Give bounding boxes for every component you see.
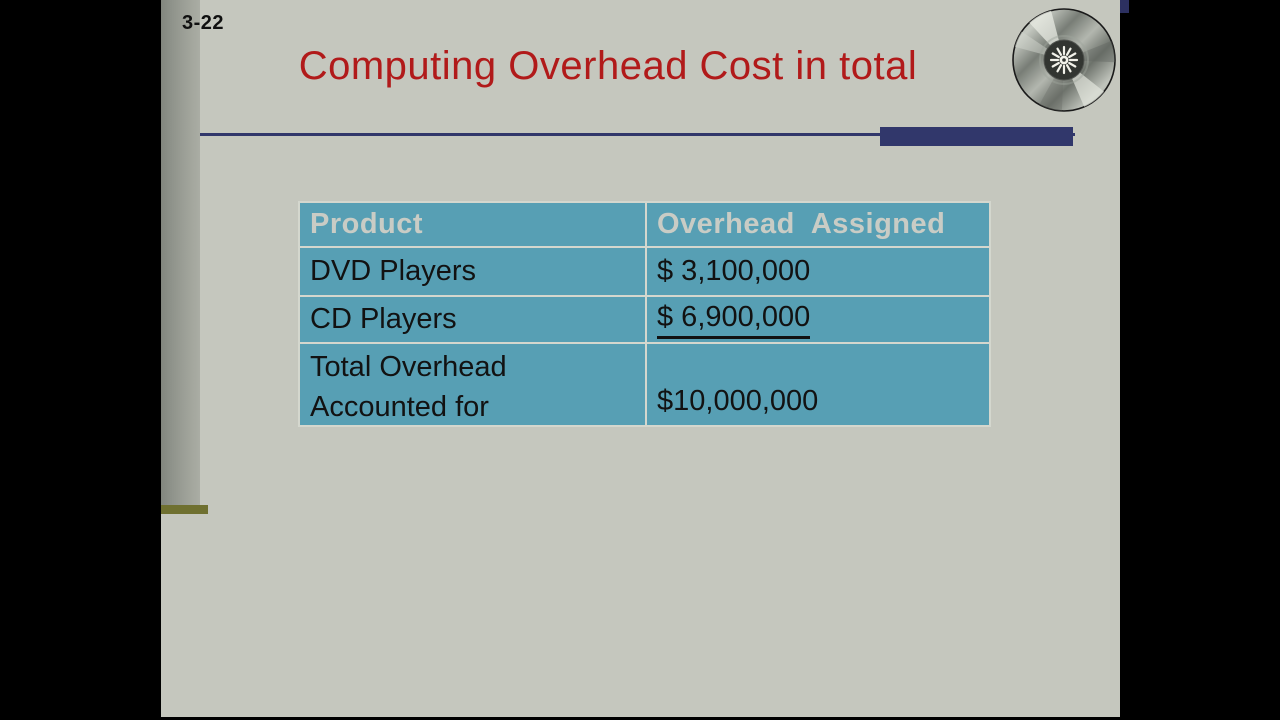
- slide-number: 3-22: [182, 12, 225, 34]
- table-row-product: CD Players: [300, 297, 645, 342]
- table-row-overhead: $10,000,000: [647, 344, 989, 425]
- overhead-table: Product Overhead Assigned DVD Players $ …: [298, 201, 991, 427]
- slide-title: Computing Overhead Cost in total: [298, 44, 918, 88]
- cd-disc-icon: [1009, 5, 1119, 115]
- table-row-product: Total Overhead Accounted for: [300, 344, 645, 425]
- corner-notch: [1120, 0, 1129, 13]
- underlined-subtotal: $ 6,900,000: [657, 301, 811, 339]
- table-row-overhead: $ 3,100,000: [647, 248, 989, 295]
- left-accent-strip: [161, 0, 200, 510]
- title-underline: [200, 133, 1075, 136]
- slide: 3-22 Computing Overhead Cost in total: [161, 0, 1120, 717]
- table-row-product: DVD Players: [300, 248, 645, 295]
- olive-tick-mark: [161, 505, 208, 514]
- title-accent-bar: [880, 127, 1073, 146]
- table-header-product: Product: [300, 203, 645, 246]
- table-row-overhead: $ 6,900,000: [647, 297, 989, 342]
- table-header-overhead: Overhead Assigned: [647, 203, 989, 246]
